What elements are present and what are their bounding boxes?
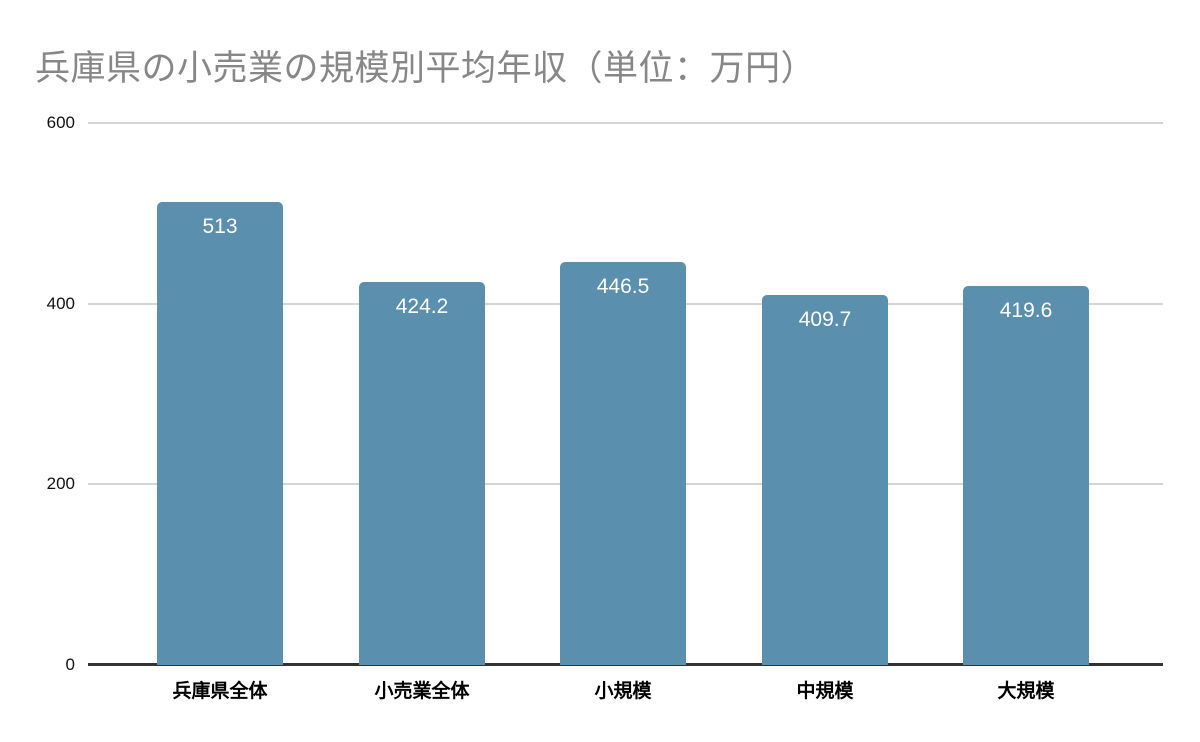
gridline-y-600 bbox=[88, 122, 1163, 124]
bar-value-label: 419.6 bbox=[999, 299, 1053, 322]
x-axis-category-label: 大規模 bbox=[997, 681, 1055, 702]
y-axis-tick-label: 600 bbox=[46, 113, 75, 132]
x-axis-category-label: 兵庫県全体 bbox=[172, 681, 268, 702]
x-axis-category-label: 中規模 bbox=[796, 681, 854, 702]
x-axis-category-label: 小売業全体 bbox=[374, 681, 470, 702]
plot-area: 513 424.2 446.5 409.7 419.6 bbox=[88, 122, 1163, 666]
bar-value-label: 446.5 bbox=[596, 275, 650, 298]
bar-中規模[interactable]: 409.7 bbox=[762, 295, 888, 665]
chart-title: 兵庫県の小売業の規模別平均年収（単位：万円） bbox=[35, 49, 817, 88]
y-axis-tick-label: 0 bbox=[65, 655, 75, 674]
y-axis-tick-label: 400 bbox=[46, 293, 75, 313]
x-axis-category-label: 小規模 bbox=[594, 681, 652, 702]
bar-大規模[interactable]: 419.6 bbox=[963, 286, 1089, 665]
y-axis-tick-label: 200 bbox=[46, 474, 75, 494]
bar-小規模[interactable]: 446.5 bbox=[560, 262, 686, 665]
bar-兵庫県全体[interactable]: 513 bbox=[157, 202, 283, 665]
bar-小売業全体[interactable]: 424.2 bbox=[359, 282, 485, 665]
bar-value-label: 409.7 bbox=[798, 308, 852, 331]
bar-value-label: 424.2 bbox=[395, 295, 449, 318]
bar-value-label: 513 bbox=[202, 215, 238, 238]
